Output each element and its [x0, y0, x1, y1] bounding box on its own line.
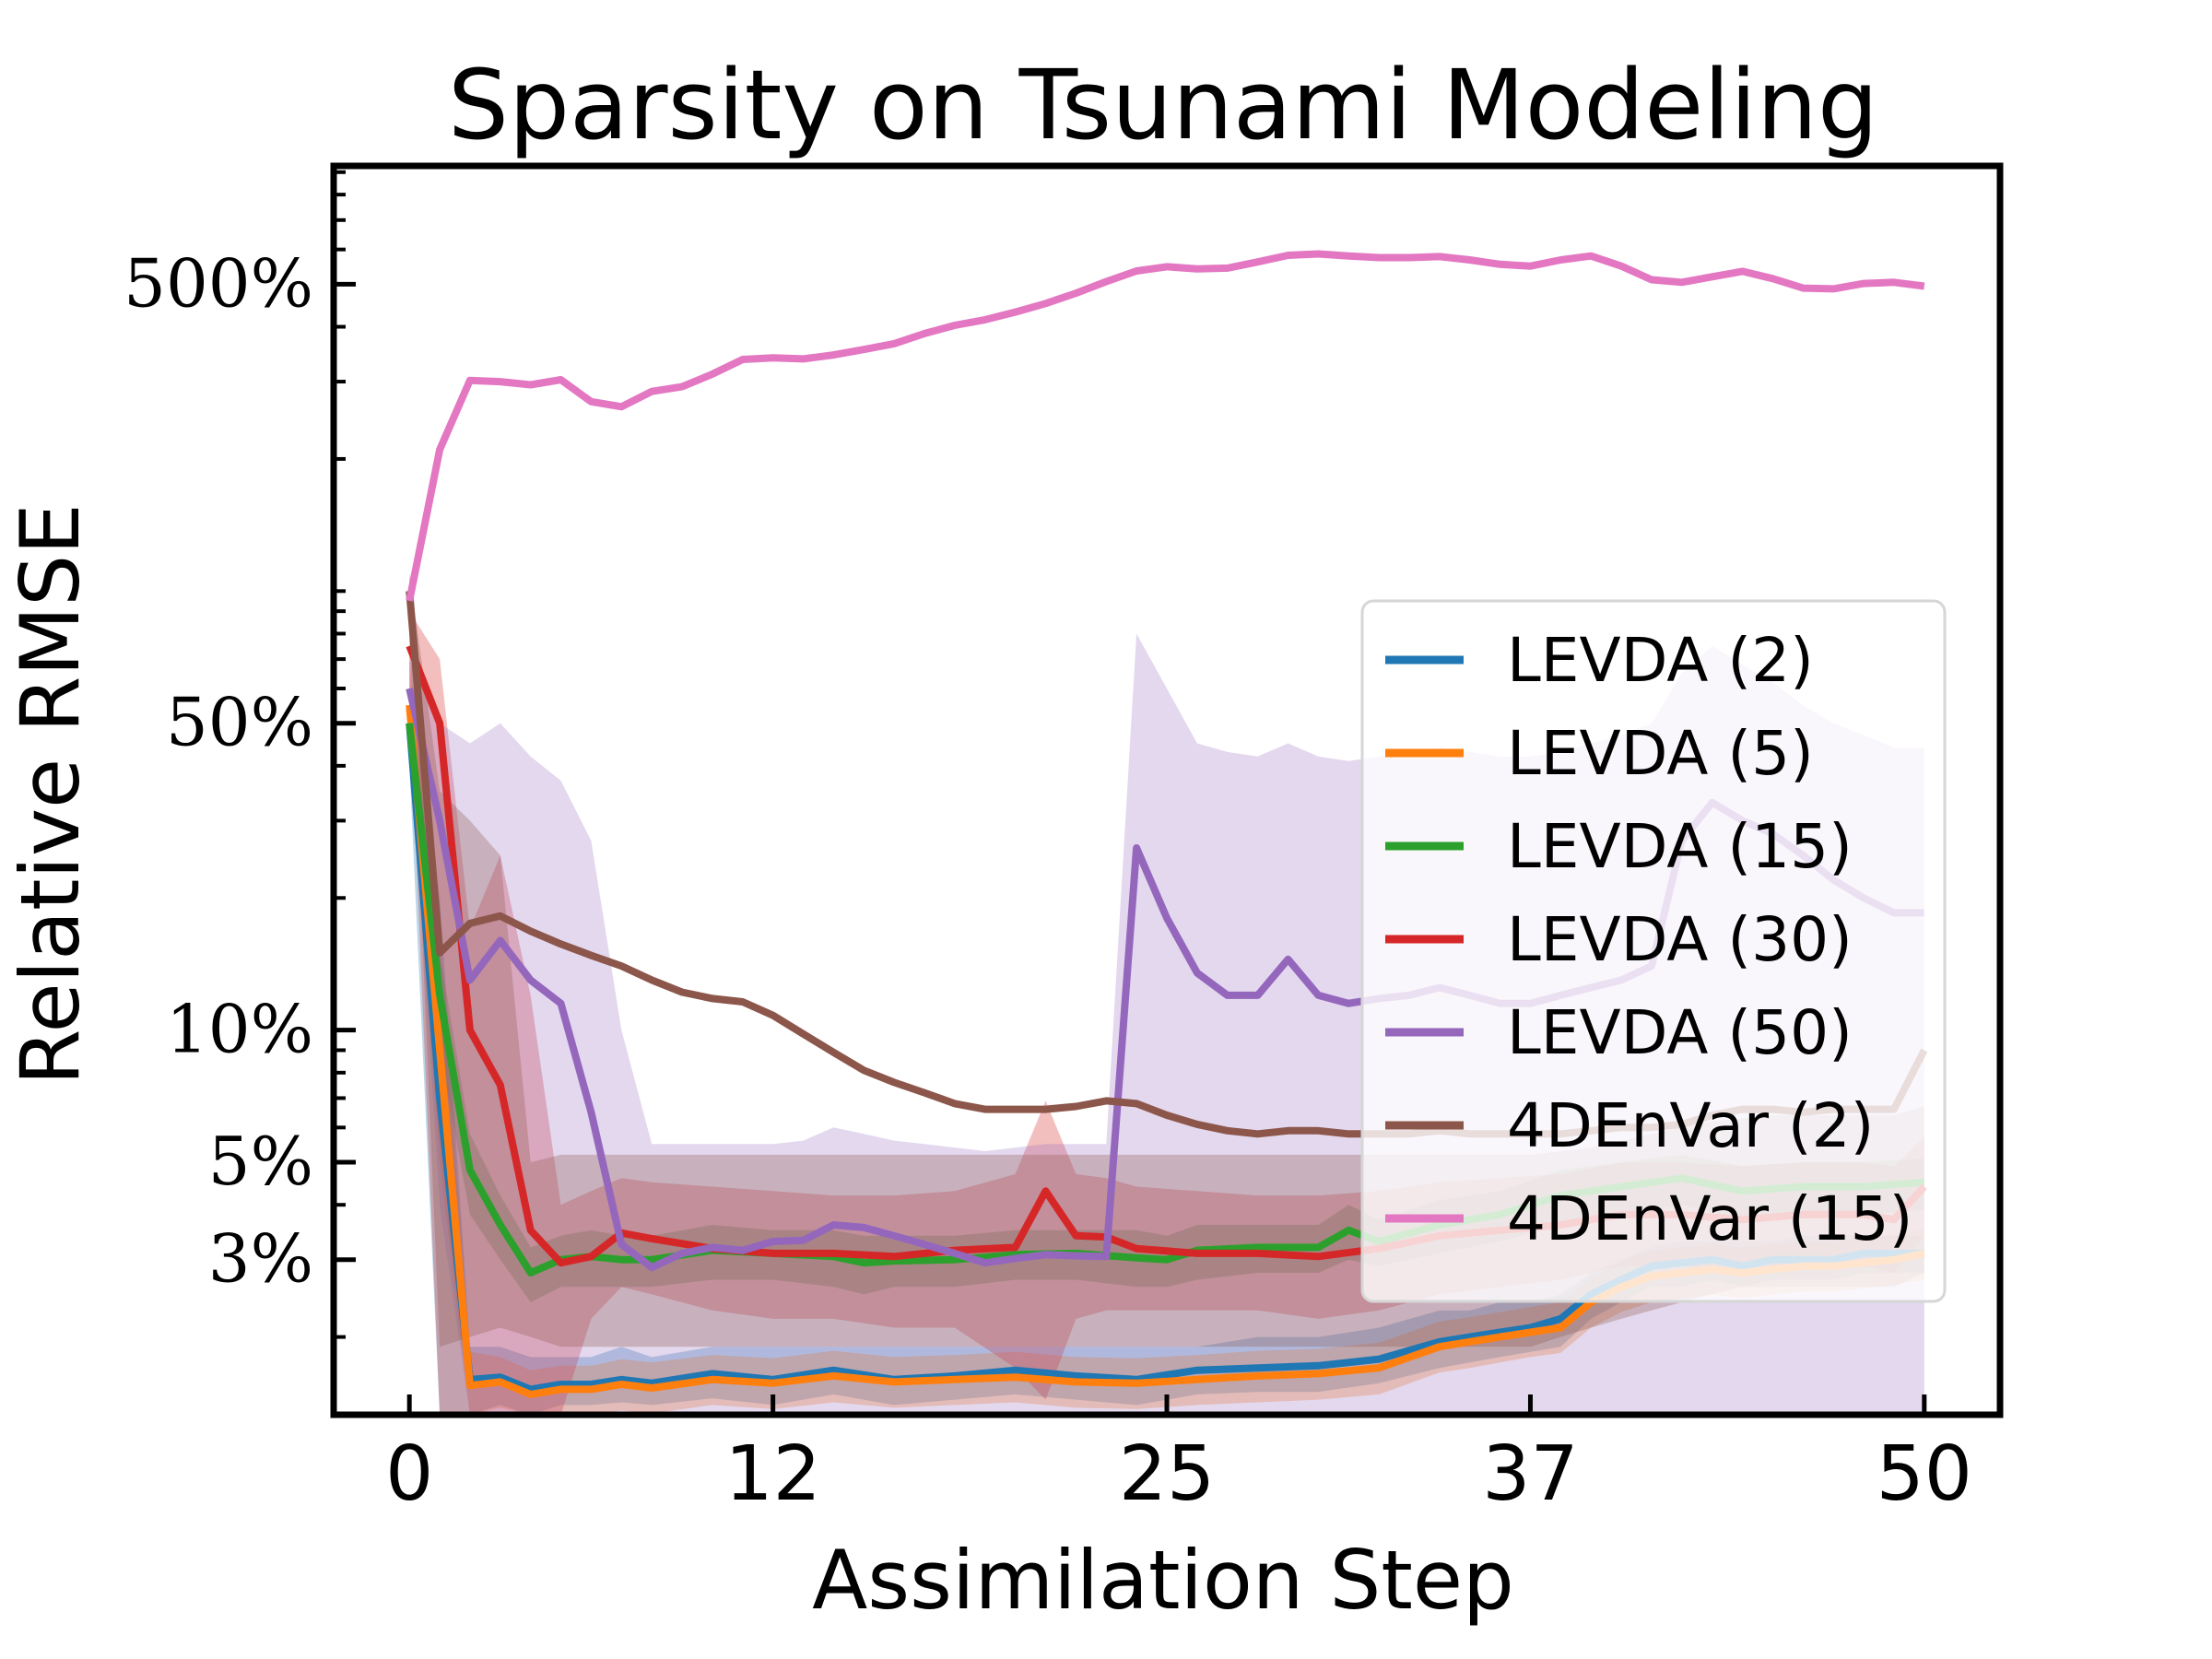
chart-title: Sparsity on Tsunami Modeling	[448, 49, 1878, 161]
y-tick-label: 500%	[124, 244, 313, 322]
x-tick-label: 50	[1877, 1430, 1972, 1518]
y-axis-label: Relative RMSE	[3, 503, 98, 1085]
x-axis-label: Assimilation Step	[812, 1533, 1514, 1628]
legend-box	[1360, 599, 1947, 1303]
legend-label-levda-50: LEVDA (50)	[1507, 997, 1853, 1068]
x-tick-label: 12	[724, 1430, 820, 1518]
legend-label-levda-2: LEVDA (2)	[1507, 625, 1814, 696]
legend-label-4denvar-15: 4DEnVar (15)	[1507, 1183, 1912, 1254]
y-tick-label: 5%	[208, 1123, 313, 1200]
band-levda-15	[409, 688, 1924, 1302]
y-tick-label: 3%	[208, 1220, 313, 1298]
x-tick-label: 0	[385, 1430, 433, 1518]
legend-label-levda-15: LEVDA (15)	[1507, 811, 1853, 882]
legend: LEVDA (2) LEVDA (5) LEVDA (15) LEVDA (30) LE…	[1360, 599, 1947, 1303]
x-tick-label: 25	[1119, 1430, 1215, 1518]
legend-label-levda-5: LEVDA (5)	[1507, 718, 1814, 789]
y-tick-label: 10%	[166, 991, 313, 1068]
y-tick-label: 50%	[166, 684, 313, 761]
legend-label-4denvar-2: 4DEnVar (2)	[1507, 1090, 1874, 1161]
line-4denvar-15	[406, 250, 1925, 602]
x-tick-label: 37	[1482, 1430, 1578, 1518]
legend-label-levda-30: LEVDA (30)	[1507, 904, 1853, 975]
axes: 0 12 25 37 50 3% 5% 10% 50% 500%	[124, 162, 2004, 1518]
